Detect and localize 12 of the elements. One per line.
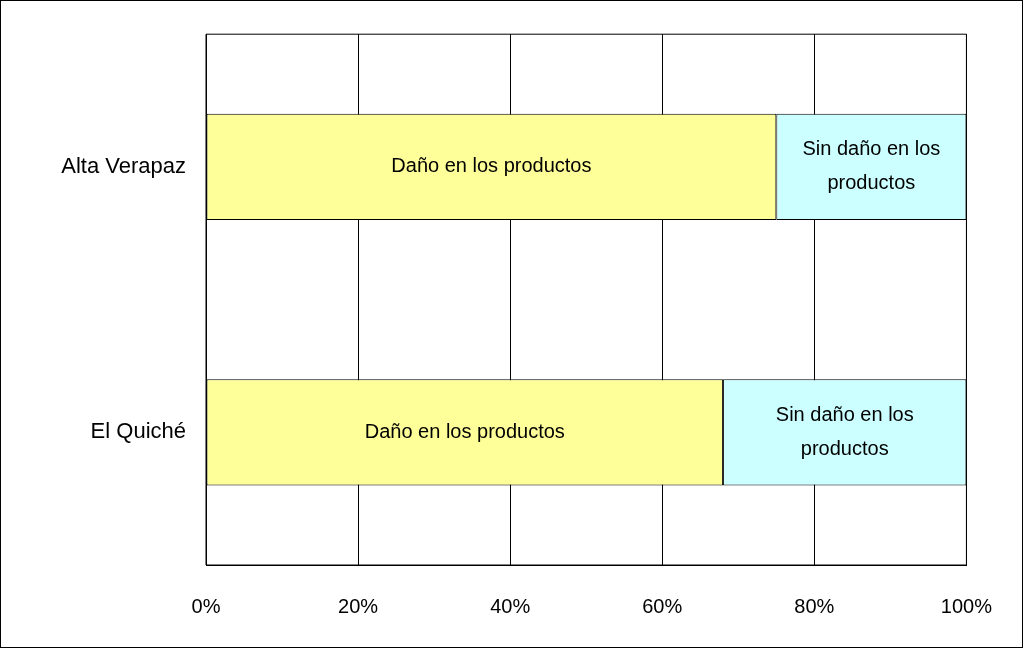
x-tick-label: 0% [191,594,221,617]
x-tick-label: 100% [940,594,993,617]
x-tick-label: 60% [642,594,683,617]
y-tick-label: Alta Verapaz [61,152,186,178]
y-tick-label: El Quiché [90,418,186,444]
x-tick-label: 80% [794,594,835,617]
series-label: Sin daño en los productos [775,402,914,459]
text: Sin daño en los productos [802,137,941,194]
x-tick-label: 20% [338,594,379,617]
series-label: Daño en los productos [364,419,565,442]
x-tick-label: 40% [490,594,531,617]
text: Daño en los productos [391,154,592,177]
